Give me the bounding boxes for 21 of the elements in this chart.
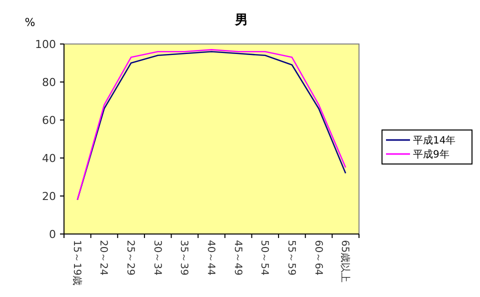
x-tick-label: 45～49 (232, 240, 243, 276)
x-tick-label: 25～29 (124, 240, 136, 276)
legend-label: 平成14年 (413, 134, 456, 146)
x-tick-label: 40～44 (205, 240, 216, 276)
x-tick-label: 20～24 (98, 240, 109, 276)
y-tick-label: 0 (49, 228, 56, 241)
chart-title: 男 (234, 13, 248, 28)
x-tick-label: 35～39 (178, 240, 190, 276)
x-tick-label: 50～54 (258, 240, 270, 276)
x-tick-label: 55～59 (285, 240, 296, 276)
y-tick-label: 60 (42, 114, 56, 127)
y-axis-title: % (24, 16, 36, 29)
x-tick-label: 60～64 (312, 240, 324, 276)
x-tick-label: 65歳以上 (339, 240, 352, 283)
legend-label: 平成9年 (413, 148, 450, 160)
y-tick-label: 20 (42, 190, 56, 203)
x-tick-label: 15～19歳 (70, 240, 83, 286)
x-tick-label: 30～34 (151, 240, 162, 276)
y-tick-label: 40 (42, 152, 56, 165)
y-tick-label: 100 (35, 38, 56, 51)
y-tick-label: 80 (42, 76, 56, 89)
